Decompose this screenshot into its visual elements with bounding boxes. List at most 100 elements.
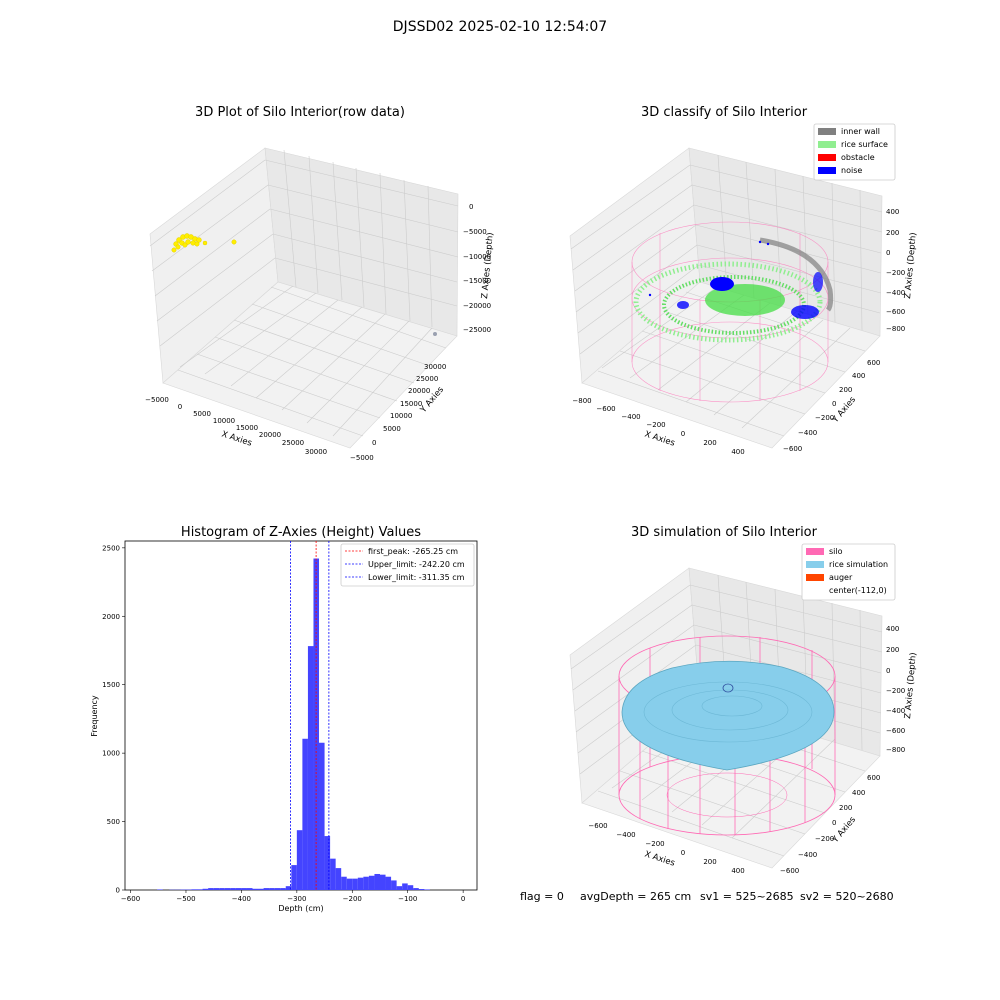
histogram-x-tick-label: 0	[461, 895, 465, 903]
simulation-y-tick: 400	[852, 789, 865, 797]
classify-x-tick: −400	[621, 413, 640, 421]
histogram-bar	[330, 858, 336, 890]
classify-z-tick: −600	[886, 308, 905, 316]
histogram-x-tick-label: −300	[287, 895, 306, 903]
noise-cluster	[791, 305, 819, 319]
raw-y-tick: 0	[372, 439, 376, 447]
raw-x-tick: 20000	[259, 431, 281, 439]
raw-floor-pane	[162, 281, 458, 449]
simulation-z-tick: 0	[886, 667, 890, 675]
histogram-bar	[368, 875, 375, 890]
raw-grid	[149, 149, 459, 437]
histogram-bar	[246, 888, 253, 890]
classify-inner-wall-points	[759, 237, 834, 312]
histogram-bar	[269, 888, 275, 890]
legend-swatch-auger	[806, 574, 824, 581]
noise-cluster	[813, 272, 823, 292]
raw-y-tick: −5000	[350, 454, 374, 462]
status-flag: flag = 0	[520, 890, 564, 903]
histogram-bar	[407, 885, 414, 890]
simulation-grid	[570, 574, 883, 857]
classify-y-tick: −200	[815, 414, 834, 422]
panel-simulation-title: 3D simulation of Silo Interior	[631, 525, 818, 540]
simulation-y-tick: 200	[839, 804, 852, 812]
histogram-y-tick-label: 0	[116, 887, 120, 895]
classify-z-tick: −800	[886, 325, 905, 333]
histogram-bar	[418, 889, 425, 890]
simulation-rice-mesh	[643, 681, 813, 743]
panel-histogram: Histogram of Z-Axies (Height) Values −60…	[90, 525, 478, 913]
raw-y-tick: 10000	[390, 412, 412, 420]
classify-y-tick: 600	[867, 359, 880, 367]
classify-z-ticks: 400 200 0 −200 −400 −600 −800	[886, 208, 905, 333]
classify-x-tick: 400	[731, 448, 744, 456]
histogram-legend: first_peak: -265.25 cm Upper_limit: -242…	[340, 543, 475, 587]
classify-y-tick: −600	[783, 445, 802, 453]
histogram-bar	[285, 886, 292, 890]
histogram-x-tick-label: −400	[232, 895, 251, 903]
histogram-x-tick-label: −500	[176, 895, 195, 903]
simulation-z-tick: −600	[886, 727, 905, 735]
legend-label-upper-limit: Upper_limit: -242.20 cm	[368, 560, 465, 569]
histogram-bar	[202, 888, 209, 890]
raw-point	[190, 240, 196, 246]
histogram-bar	[263, 888, 270, 890]
histogram-bar	[274, 888, 281, 890]
raw-point	[196, 237, 202, 243]
panel-simulation-3d: 3D simulation of Silo Interior	[569, 525, 919, 875]
legend-label-auger: auger	[829, 573, 853, 582]
histogram-bar	[346, 878, 353, 890]
classify-x-tick: −800	[572, 397, 591, 405]
status-line: flag = 0 avgDepth = 265 cm sv1 = 525~268…	[520, 890, 894, 903]
histogram-bar	[302, 738, 308, 890]
classify-z-tick: −200	[886, 269, 905, 277]
simulation-x-tick: −200	[645, 840, 664, 848]
figure-title: DJSSD02 2025-02-10 12:54:07	[393, 19, 607, 35]
classify-x-tick: −600	[596, 405, 615, 413]
histogram-y-ticks: 0 500 1000 1500 2000 2500	[102, 544, 125, 895]
raw-z-tick: −15000	[463, 277, 491, 285]
histogram-bar	[230, 888, 236, 890]
legend-label-first-peak: first_peak: -265.25 cm	[368, 547, 458, 556]
raw-y-tick: 20000	[408, 387, 430, 395]
raw-x-ticks: −5000 0 5000 10000 15000 20000 25000 300…	[145, 396, 327, 456]
classify-silo-wireframe	[631, 221, 829, 403]
simulation-legend: silo rice simulation auger center(-112,0…	[801, 543, 896, 601]
simulation-z-tick: 200	[886, 646, 899, 654]
raw-y-tick: 15000	[400, 400, 422, 408]
histogram-bar	[191, 889, 198, 890]
classify-z-tick: 200	[886, 229, 899, 237]
histogram-bar	[224, 888, 231, 890]
histogram-title: Histogram of Z-Axies (Height) Values	[181, 525, 421, 540]
simulation-y-tick: 0	[832, 819, 836, 827]
simulation-y-tick: 600	[867, 774, 880, 782]
histogram-bar	[402, 883, 408, 890]
classify-z-tick: −400	[886, 289, 905, 297]
histogram-bar	[391, 880, 397, 890]
simulation-z-ticks: 400 200 0 −200 −400 −600 −800	[886, 625, 905, 754]
histogram-bar	[252, 888, 259, 890]
legend-swatch-obstacle	[818, 154, 836, 161]
raw-z-tick: −20000	[463, 302, 491, 310]
simulation-x-tick: −400	[616, 831, 635, 839]
simulation-x-tick: −600	[588, 822, 607, 830]
classify-y-ticks: −600 −400 −200 0 200 400 600	[783, 359, 880, 453]
simulation-x-tick: 200	[703, 858, 716, 866]
histogram-bar	[396, 886, 403, 890]
classify-rice-surface-outer	[633, 261, 823, 343]
histogram-x-axis-label: Depth (cm)	[278, 904, 323, 913]
simulation-z-tick: −400	[886, 707, 905, 715]
raw-x-tick: 30000	[305, 448, 327, 456]
classify-x-ticks: −800 −600 −400 −200 0 200 400	[572, 397, 744, 456]
legend-label-center: center(-112,0)	[829, 586, 887, 595]
histogram-y-tick-label: 1500	[102, 681, 120, 689]
classify-y-tick: 0	[832, 400, 836, 408]
legend-swatch-inner-wall	[818, 128, 836, 135]
simulation-x-tick: 400	[731, 867, 744, 875]
histogram-bar	[291, 865, 297, 890]
raw-point	[231, 239, 237, 245]
panel-classify-3d: 3D classify of Silo Interior	[569, 105, 919, 456]
raw-z-axis-label: Z Axies (Depth)	[480, 232, 496, 299]
classify-x-axis-label: X Axies	[643, 429, 676, 448]
